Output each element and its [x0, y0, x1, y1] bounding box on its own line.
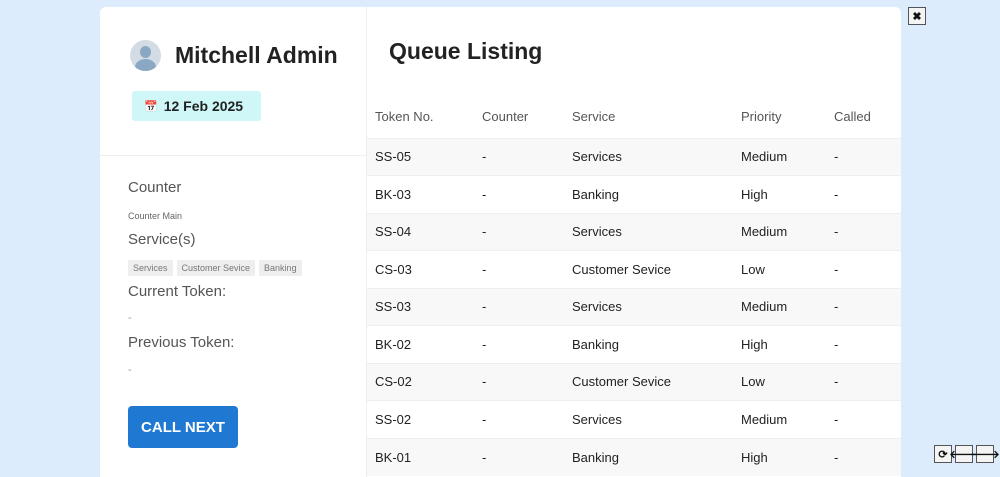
column-header: Token No. — [375, 108, 434, 124]
table-cell: Banking — [564, 325, 733, 363]
avatar — [130, 40, 161, 71]
table-cell: Low — [733, 362, 826, 401]
table-cell: Services — [564, 212, 733, 251]
table-cell: - — [474, 325, 564, 363]
table-cell: - — [474, 212, 564, 251]
table-cell: - — [826, 325, 901, 363]
counter-panel: Mitchell Admin 📅 12 Feb 2025 Counter Coun… — [100, 7, 367, 477]
table-cell: Services — [564, 137, 733, 176]
table-cell: Customer Sevice — [564, 362, 733, 401]
current-token-value: - — [128, 312, 132, 324]
column-header: Service — [572, 108, 616, 124]
table-row[interactable]: SS-04- Services Medium - — [367, 212, 901, 251]
table-cell: BK-03 — [367, 175, 474, 213]
table-row[interactable]: SS-05- Services Medium - — [367, 137, 901, 176]
current-token-label: Current Token: — [128, 283, 227, 300]
table-cell: Services — [564, 400, 733, 438]
table-cell: SS-02 — [367, 400, 474, 438]
service-tags: Services Customer Sevice Banking — [128, 260, 302, 276]
table-cell: - — [474, 175, 564, 213]
column-header: Priority — [741, 108, 782, 124]
table-cell: - — [474, 250, 564, 288]
divider — [100, 155, 367, 156]
service-tag: Banking — [259, 260, 302, 276]
counter-value: Counter Main — [128, 211, 183, 221]
counter-card: Mitchell Admin 📅 12 Feb 2025 Counter Coun… — [100, 7, 901, 477]
page-title: Queue Listing — [389, 38, 543, 64]
table-cell: SS-03 — [367, 287, 474, 326]
table-cell: Medium — [733, 212, 826, 251]
table-cell: High — [733, 325, 826, 363]
prev-button[interactable]: 🡐 — [949, 445, 979, 463]
table-cell: Services — [564, 287, 733, 326]
table-cell: - — [826, 287, 901, 326]
table-cell: - — [826, 362, 901, 401]
table-cell: - — [826, 137, 901, 176]
service-tag: Services — [128, 260, 173, 276]
table-cell: Medium — [733, 137, 826, 176]
table-cell: BK-01 — [367, 437, 474, 476]
calendar-icon: 📅 — [144, 100, 158, 113]
call-next-button[interactable]: CALL NEXT — [128, 406, 238, 448]
table-cell: SS-04 — [367, 212, 474, 251]
user-name: Mitchell Admin — [175, 42, 338, 68]
table-cell: Low — [733, 250, 826, 288]
table-cell: - — [474, 437, 564, 476]
table-cell: Banking — [564, 175, 733, 213]
table-row[interactable]: CS-03- Customer Sevice Low - — [367, 250, 901, 288]
table-cell: - — [474, 400, 564, 438]
services-label: Service(s) — [128, 231, 196, 248]
service-tag: Customer Sevice — [176, 260, 256, 276]
date-badge: 📅 12 Feb 2025 — [132, 91, 261, 121]
table-cell: - — [474, 362, 564, 401]
table-cell: Medium — [733, 287, 826, 326]
table-cell: - — [826, 212, 901, 251]
table-row[interactable]: BK-01- Banking High - — [367, 437, 901, 476]
table-cell: BK-02 — [367, 325, 474, 363]
counter-label: Counter — [128, 179, 182, 196]
table-cell: - — [474, 287, 564, 326]
table-cell: - — [826, 400, 901, 438]
table-row[interactable]: BK-03- Banking High - — [367, 175, 901, 213]
table-cell: CS-03 — [367, 250, 474, 288]
table-row[interactable]: CS-02- Customer Sevice Low - — [367, 362, 901, 401]
user-header: Mitchell Admin — [130, 40, 338, 71]
previous-token-label: Previous Token: — [128, 334, 235, 351]
table-cell: High — [733, 175, 826, 213]
column-header: Called — [834, 108, 871, 124]
table-cell: Customer Sevice — [564, 250, 733, 288]
next-button[interactable]: 🡒 — [970, 445, 1000, 463]
table-row[interactable]: BK-02- Banking High - — [367, 325, 901, 363]
table-cell: - — [474, 137, 564, 176]
table-cell: High — [733, 437, 826, 476]
close-button[interactable]: ✖ — [908, 7, 926, 25]
table-cell: - — [826, 175, 901, 213]
queue-table: Token No. Counter Service Priority Called SS… — [367, 95, 901, 476]
table-cell: - — [826, 250, 901, 288]
date-text: 12 Feb 2025 — [163, 98, 244, 114]
column-header: Counter — [482, 108, 529, 124]
table-cell: SS-05 — [367, 137, 474, 176]
refresh-button[interactable]: ⟳ — [934, 445, 952, 463]
previous-token-value: - — [128, 364, 132, 376]
table-cell: - — [826, 437, 901, 476]
table-cell: CS-02 — [367, 362, 474, 401]
table-row[interactable]: SS-02- Services Medium - — [367, 400, 901, 438]
table-cell: Banking — [564, 437, 733, 476]
table-row[interactable]: SS-03- Services Medium - — [367, 287, 901, 326]
table-cell: Medium — [733, 400, 826, 438]
